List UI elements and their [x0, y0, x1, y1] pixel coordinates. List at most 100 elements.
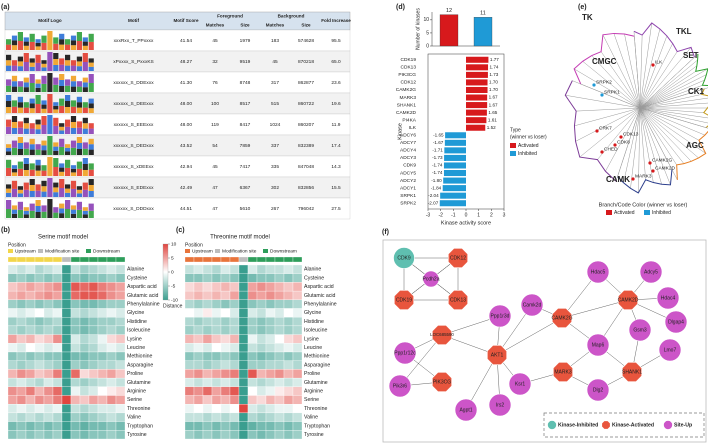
x-tick-label: -3 [426, 212, 431, 218]
logo-glyph [76, 66, 82, 71]
logo-glyph [76, 161, 82, 169]
logo-glyph [53, 37, 59, 44]
tree-branch [591, 55, 641, 109]
heatmap-cell [193, 264, 204, 274]
heatmap-cell [79, 369, 90, 379]
bar-value-label: -1.67 [433, 140, 444, 145]
logo-glyph [35, 149, 41, 155]
heatmap-cell [7, 299, 18, 309]
logo-glyph [35, 104, 41, 113]
row-label: Isoleucine [127, 328, 150, 334]
heatmap-cell [70, 282, 81, 292]
heatmap-cell [193, 325, 204, 335]
heatmap-cell [97, 264, 108, 274]
heatmap-cell [238, 351, 249, 361]
heatmap-cell [52, 282, 63, 292]
node-label: CDK12 [450, 255, 466, 261]
logo-glyph [29, 41, 35, 50]
logo-glyph [6, 147, 12, 152]
logo-glyph [23, 142, 29, 149]
heatmap-cell [52, 386, 63, 396]
heatmap-cell [292, 334, 303, 344]
heatmap-cell [61, 334, 72, 344]
table-cell: 23.6 [331, 80, 341, 86]
heatmap-cell [7, 308, 18, 318]
heatmap-cell [238, 343, 249, 353]
heatmap-cell [97, 343, 108, 353]
heatmap-cell [274, 290, 285, 300]
heatmap-cell [229, 421, 240, 431]
logo-glyph [11, 45, 18, 50]
logo-glyph [29, 185, 35, 191]
logo-glyph [6, 192, 12, 197]
table-cell: 42.94 [180, 164, 192, 170]
logo-glyph [88, 169, 94, 176]
heatmap-cell [202, 308, 213, 318]
heatmap-cell [283, 273, 294, 283]
heatmap-cell [52, 308, 63, 318]
family-label: AGC [686, 141, 704, 150]
table-cell: 267 [271, 206, 279, 212]
heatmap-cell [70, 412, 81, 422]
heatmap-cell [70, 299, 81, 309]
logo-glyph [82, 214, 88, 218]
logo-glyph [11, 172, 18, 176]
logo-glyph [59, 208, 65, 214]
heatmap-cell [34, 299, 45, 309]
heatmap-cell [88, 395, 99, 405]
logo-glyph [47, 73, 53, 92]
legend-label: Kinase-Activated [612, 422, 654, 428]
logo-glyph [41, 100, 47, 105]
logo-glyph [41, 67, 47, 71]
heatmap-cell [106, 273, 117, 283]
table-cell: 832389 [298, 143, 314, 149]
logo-glyph [41, 42, 47, 50]
logo-glyph [29, 108, 35, 113]
heatmap-cell [25, 299, 36, 309]
heatmap-cell [220, 360, 231, 370]
position-title: Position [8, 242, 26, 248]
heatmap-cell [16, 290, 27, 300]
logo-glyph [23, 189, 29, 197]
logo-glyph [82, 53, 88, 62]
logo-glyph [6, 119, 12, 127]
heatmap-cell [283, 343, 294, 353]
logo-glyph [35, 206, 41, 212]
heatmap-cell [115, 412, 126, 422]
table-cell: 860722 [298, 101, 314, 107]
logo-glyph [70, 35, 77, 41]
logo-glyph [76, 143, 82, 149]
heatmap-cell [292, 325, 303, 335]
table-cell: 862877 [298, 80, 314, 86]
heatmap-cell [193, 369, 204, 379]
site-node [454, 398, 478, 422]
bar [443, 177, 466, 184]
tree-branch [639, 22, 653, 109]
heatmap-cell [43, 299, 54, 309]
kinase-label: SRPK2 [596, 79, 612, 85]
row-label: Cysteine [304, 275, 324, 281]
heatmap-cell [229, 386, 240, 396]
heatmap-cell [88, 343, 99, 353]
heatmap-cell [61, 299, 72, 309]
heatmap-cell [247, 421, 258, 431]
heatmap-cell [193, 317, 204, 327]
heatmap-cell [61, 308, 72, 318]
heatmap-cell [115, 386, 126, 396]
node-label: Gsm3 [633, 327, 647, 333]
logo-glyph [17, 161, 23, 169]
heatmap-cell [34, 377, 45, 387]
table-cell: 832856 [298, 185, 314, 191]
table-cell: 796042 [298, 206, 314, 212]
row-label: Isoleucine [304, 328, 327, 334]
heatmap-cell [115, 317, 126, 327]
heatmap-cell [247, 282, 258, 292]
kinase-label: CAMK2G [652, 157, 673, 163]
logo-glyph [65, 184, 71, 189]
bar [439, 200, 466, 207]
heatmap-cell [25, 360, 36, 370]
heatmap-cell [274, 395, 285, 405]
heatmap-cell [97, 290, 108, 300]
heatmap-cell [193, 282, 204, 292]
